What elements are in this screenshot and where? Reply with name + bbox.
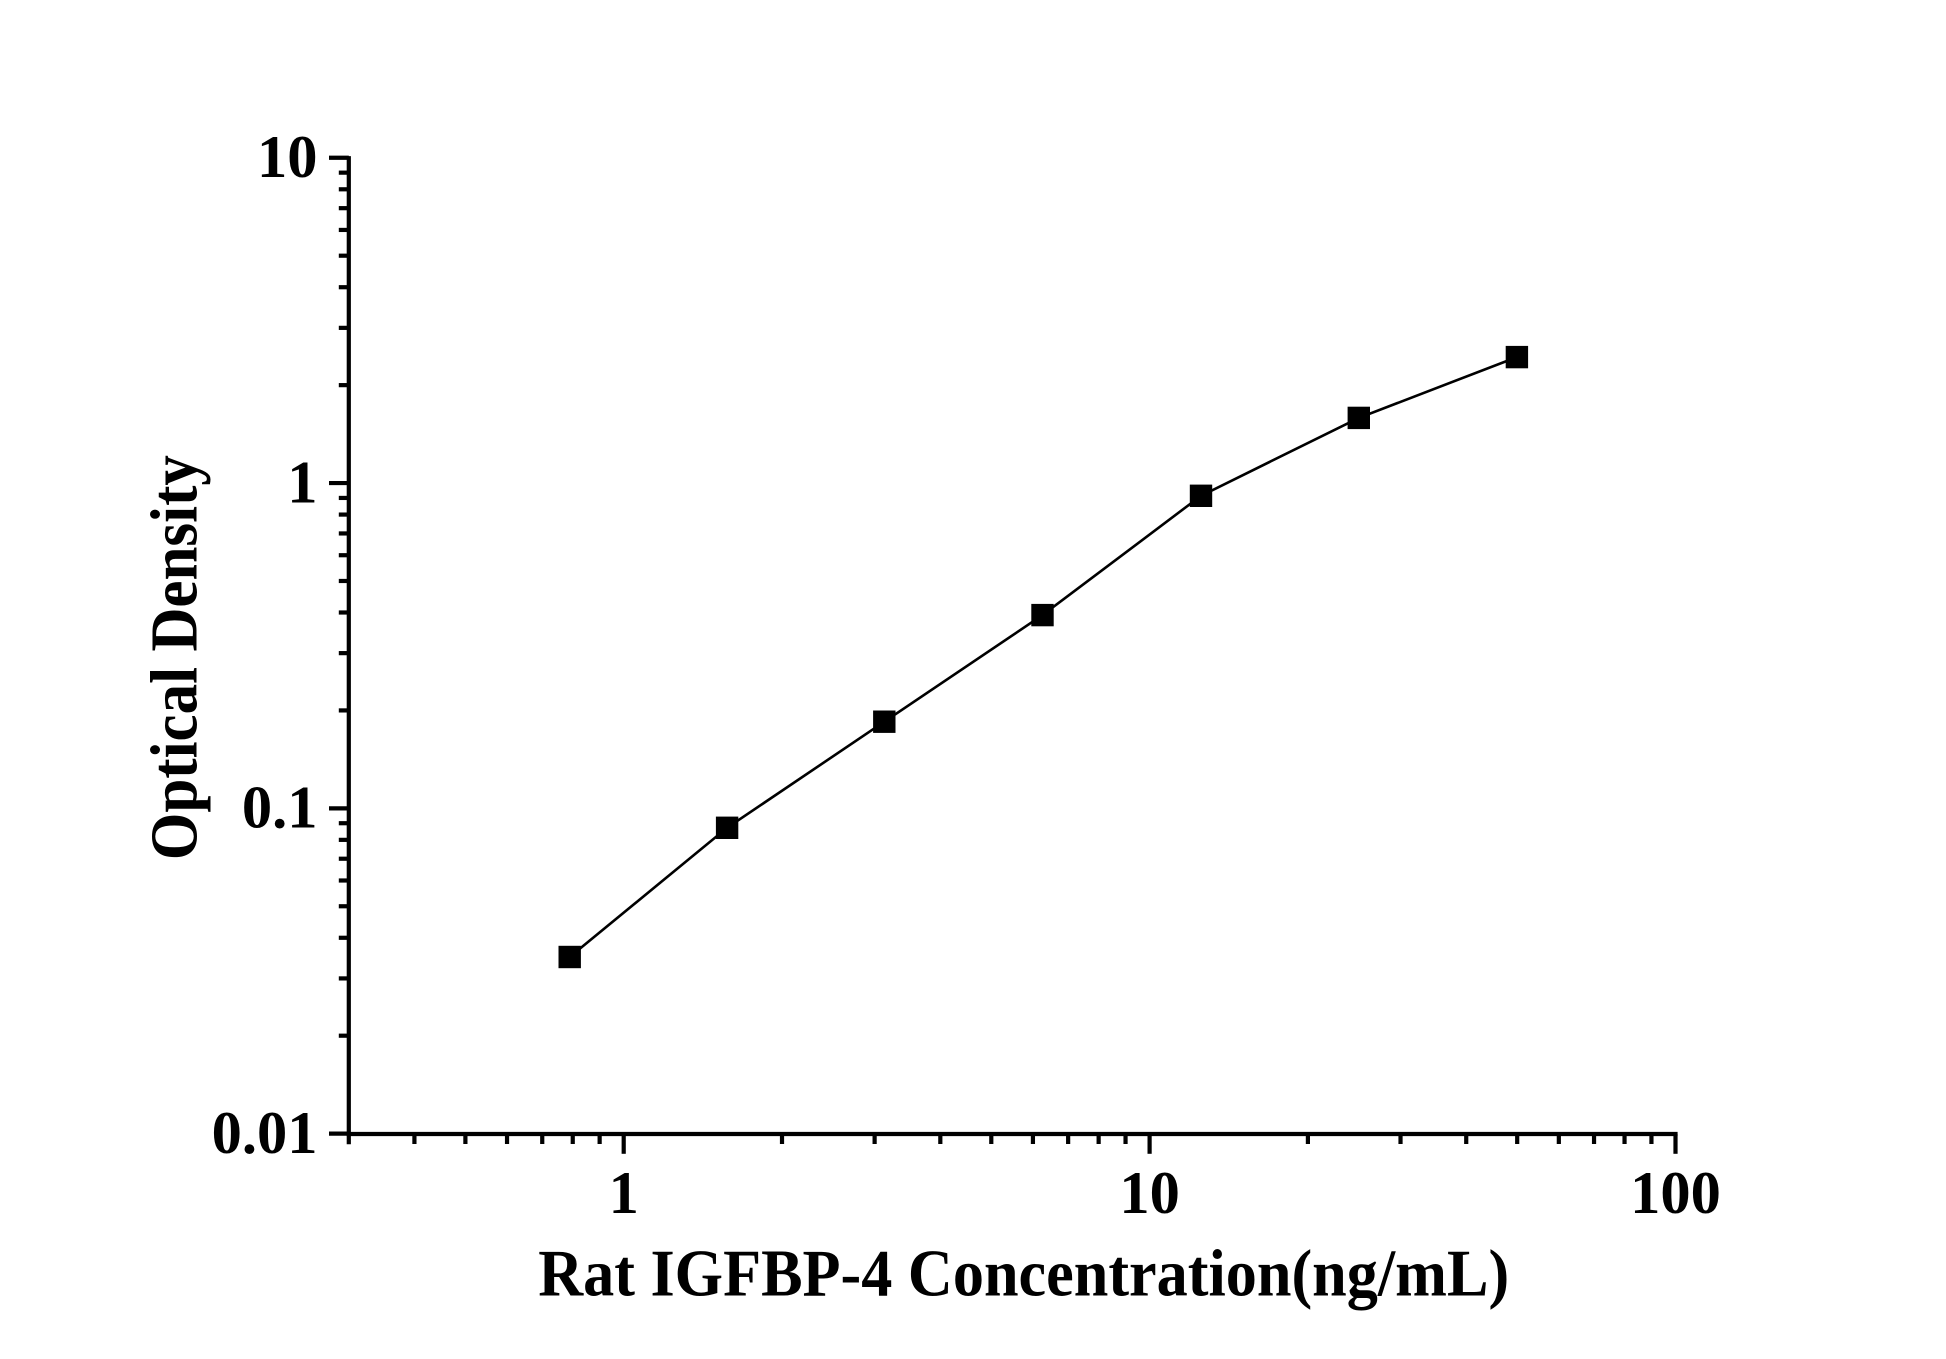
svg-text:10: 10 xyxy=(1119,1160,1180,1227)
svg-text:1: 1 xyxy=(287,449,317,516)
svg-text:100: 100 xyxy=(1630,1160,1721,1227)
svg-text:0.01: 0.01 xyxy=(212,1100,318,1167)
svg-text:0.1: 0.1 xyxy=(242,775,318,842)
svg-text:Rat IGFBP-4 Concentration(ng/m: Rat IGFBP-4 Concentration(ng/mL) xyxy=(538,1237,1509,1311)
svg-text:Optical Density: Optical Density xyxy=(138,455,212,860)
svg-text:10: 10 xyxy=(257,124,318,191)
svg-text:1: 1 xyxy=(609,1160,639,1227)
